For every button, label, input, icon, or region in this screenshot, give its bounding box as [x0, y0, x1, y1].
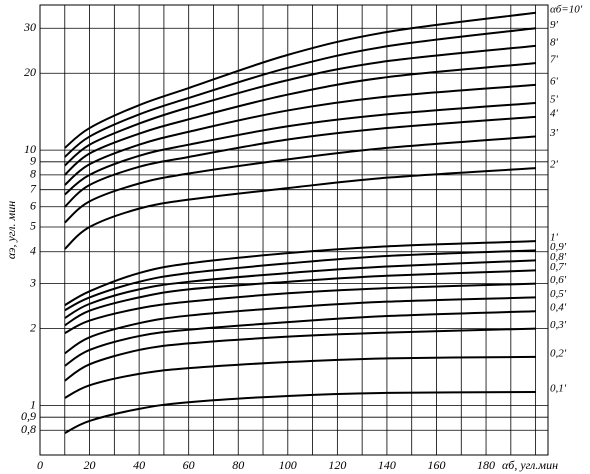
curve [64, 259, 536, 319]
y-tick-label: 2 [30, 320, 36, 334]
y-tick-label: 4 [30, 243, 36, 257]
x-tick-label: 60 [183, 458, 195, 472]
curve [64, 115, 536, 208]
x-tick-label: 100 [279, 458, 297, 472]
curve-label: 0,2' [550, 347, 567, 359]
x-tick-label: 160 [427, 458, 445, 472]
curve [64, 249, 536, 312]
curve-label: 0,7' [550, 261, 567, 273]
x-axis-label: αб, угл.мин [502, 458, 558, 472]
x-tick-label: 40 [133, 458, 145, 472]
y-tick-label: 0,9 [21, 409, 36, 423]
curve [64, 310, 536, 367]
curve [64, 83, 536, 186]
y-tick-label: 30 [23, 20, 36, 34]
y-tick-label: 20 [24, 65, 36, 79]
x-tick-label: 20 [84, 458, 96, 472]
curve-label: 7' [550, 54, 559, 66]
x-tick-label: 180 [477, 458, 495, 472]
curve-label: 1' [550, 232, 559, 244]
y-tick-label: 0,8 [21, 422, 36, 436]
curve-label: 0,1' [550, 382, 567, 394]
y-tick-label: 10 [24, 142, 36, 156]
curve [64, 269, 536, 327]
curve-label: 0,3' [550, 319, 567, 331]
curve-label: 0,4' [550, 302, 567, 314]
curve [64, 390, 536, 434]
curve [64, 296, 536, 355]
curve [64, 240, 536, 307]
curve [64, 62, 536, 176]
x-tick-label: 140 [378, 458, 396, 472]
y-tick-label: 8 [30, 167, 36, 181]
y-tick-label: 9 [30, 154, 36, 168]
x-tick-label: 80 [232, 458, 244, 472]
curve-label: 8' [550, 36, 559, 48]
curve [64, 327, 536, 382]
y-tick-label: 3 [29, 275, 36, 289]
curve-label: 0,8' [550, 251, 567, 263]
curve-label: 9' [550, 19, 559, 31]
plot-frame [39, 4, 549, 456]
curve [64, 44, 536, 167]
y-axis-label: αэ, угл. мин [4, 201, 18, 259]
curve [64, 101, 536, 196]
curve [64, 282, 536, 335]
curve-label: 0,5' [550, 288, 567, 300]
y-tick-label: 5 [30, 219, 36, 233]
curve-label: 5' [550, 93, 559, 105]
x-tick-label: 0 [37, 458, 43, 472]
curve-label: 0,9' [550, 241, 567, 253]
curve-label: 0,6' [550, 274, 567, 286]
curve-label: 2' [550, 159, 559, 171]
curve-label: 3' [549, 127, 559, 139]
x-tick-label: 120 [328, 458, 346, 472]
y-tick-label: 7 [30, 181, 37, 195]
curve [64, 355, 536, 399]
curve-label: 4' [550, 107, 559, 119]
curve [64, 11, 536, 149]
y-tick-label: 6 [30, 199, 36, 213]
curve-label: 6' [550, 75, 559, 87]
y-tick-label: 1 [30, 397, 36, 411]
curve [64, 27, 536, 158]
curve [64, 167, 536, 250]
curve [64, 135, 536, 224]
curve-label: αб=10' [550, 3, 583, 15]
